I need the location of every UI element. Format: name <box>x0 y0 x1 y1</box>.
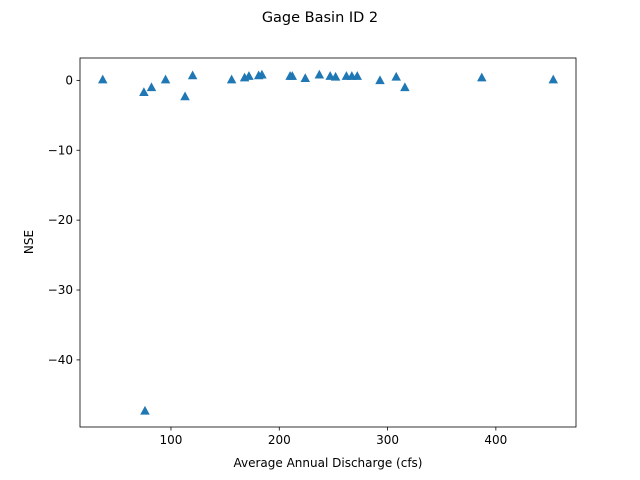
data-point <box>391 71 401 81</box>
data-point <box>244 71 254 80</box>
data-point <box>352 71 362 80</box>
data-point <box>139 87 149 96</box>
data-point <box>548 74 559 84</box>
plot-frame <box>79 57 577 428</box>
data-point <box>160 74 171 84</box>
x-tick-label: 100 <box>160 433 183 447</box>
y-tick-label: −10 <box>48 143 73 157</box>
data-points <box>97 69 559 415</box>
data-point <box>257 69 267 79</box>
y-axis-ticks: 0 −10 −20 −30 −40 <box>48 73 80 367</box>
data-point <box>140 405 150 415</box>
data-point <box>97 74 108 84</box>
x-tick-label: 400 <box>484 433 507 447</box>
data-point <box>330 71 341 81</box>
data-point <box>375 75 385 85</box>
chart-title: Gage Basin ID 2 <box>262 10 378 26</box>
x-axis-ticks: 100 200 300 400 <box>160 427 507 447</box>
data-point <box>314 69 325 79</box>
data-point <box>146 82 157 92</box>
x-axis-label: Average Annual Discharge (cfs) <box>234 456 423 470</box>
y-tick-label: 0 <box>65 73 73 87</box>
y-tick-label: −30 <box>48 283 73 297</box>
x-tick-label: 200 <box>268 433 291 447</box>
data-point <box>180 91 190 101</box>
y-tick-label: −40 <box>48 353 73 367</box>
data-point <box>287 71 298 80</box>
y-axis-label: NSE <box>22 230 36 254</box>
data-point <box>477 72 487 82</box>
y-tick-label: −20 <box>48 213 73 227</box>
data-point <box>187 70 198 80</box>
x-tick-label: 300 <box>376 433 399 447</box>
data-point <box>400 82 410 92</box>
data-point <box>226 74 237 84</box>
data-point <box>300 73 311 83</box>
